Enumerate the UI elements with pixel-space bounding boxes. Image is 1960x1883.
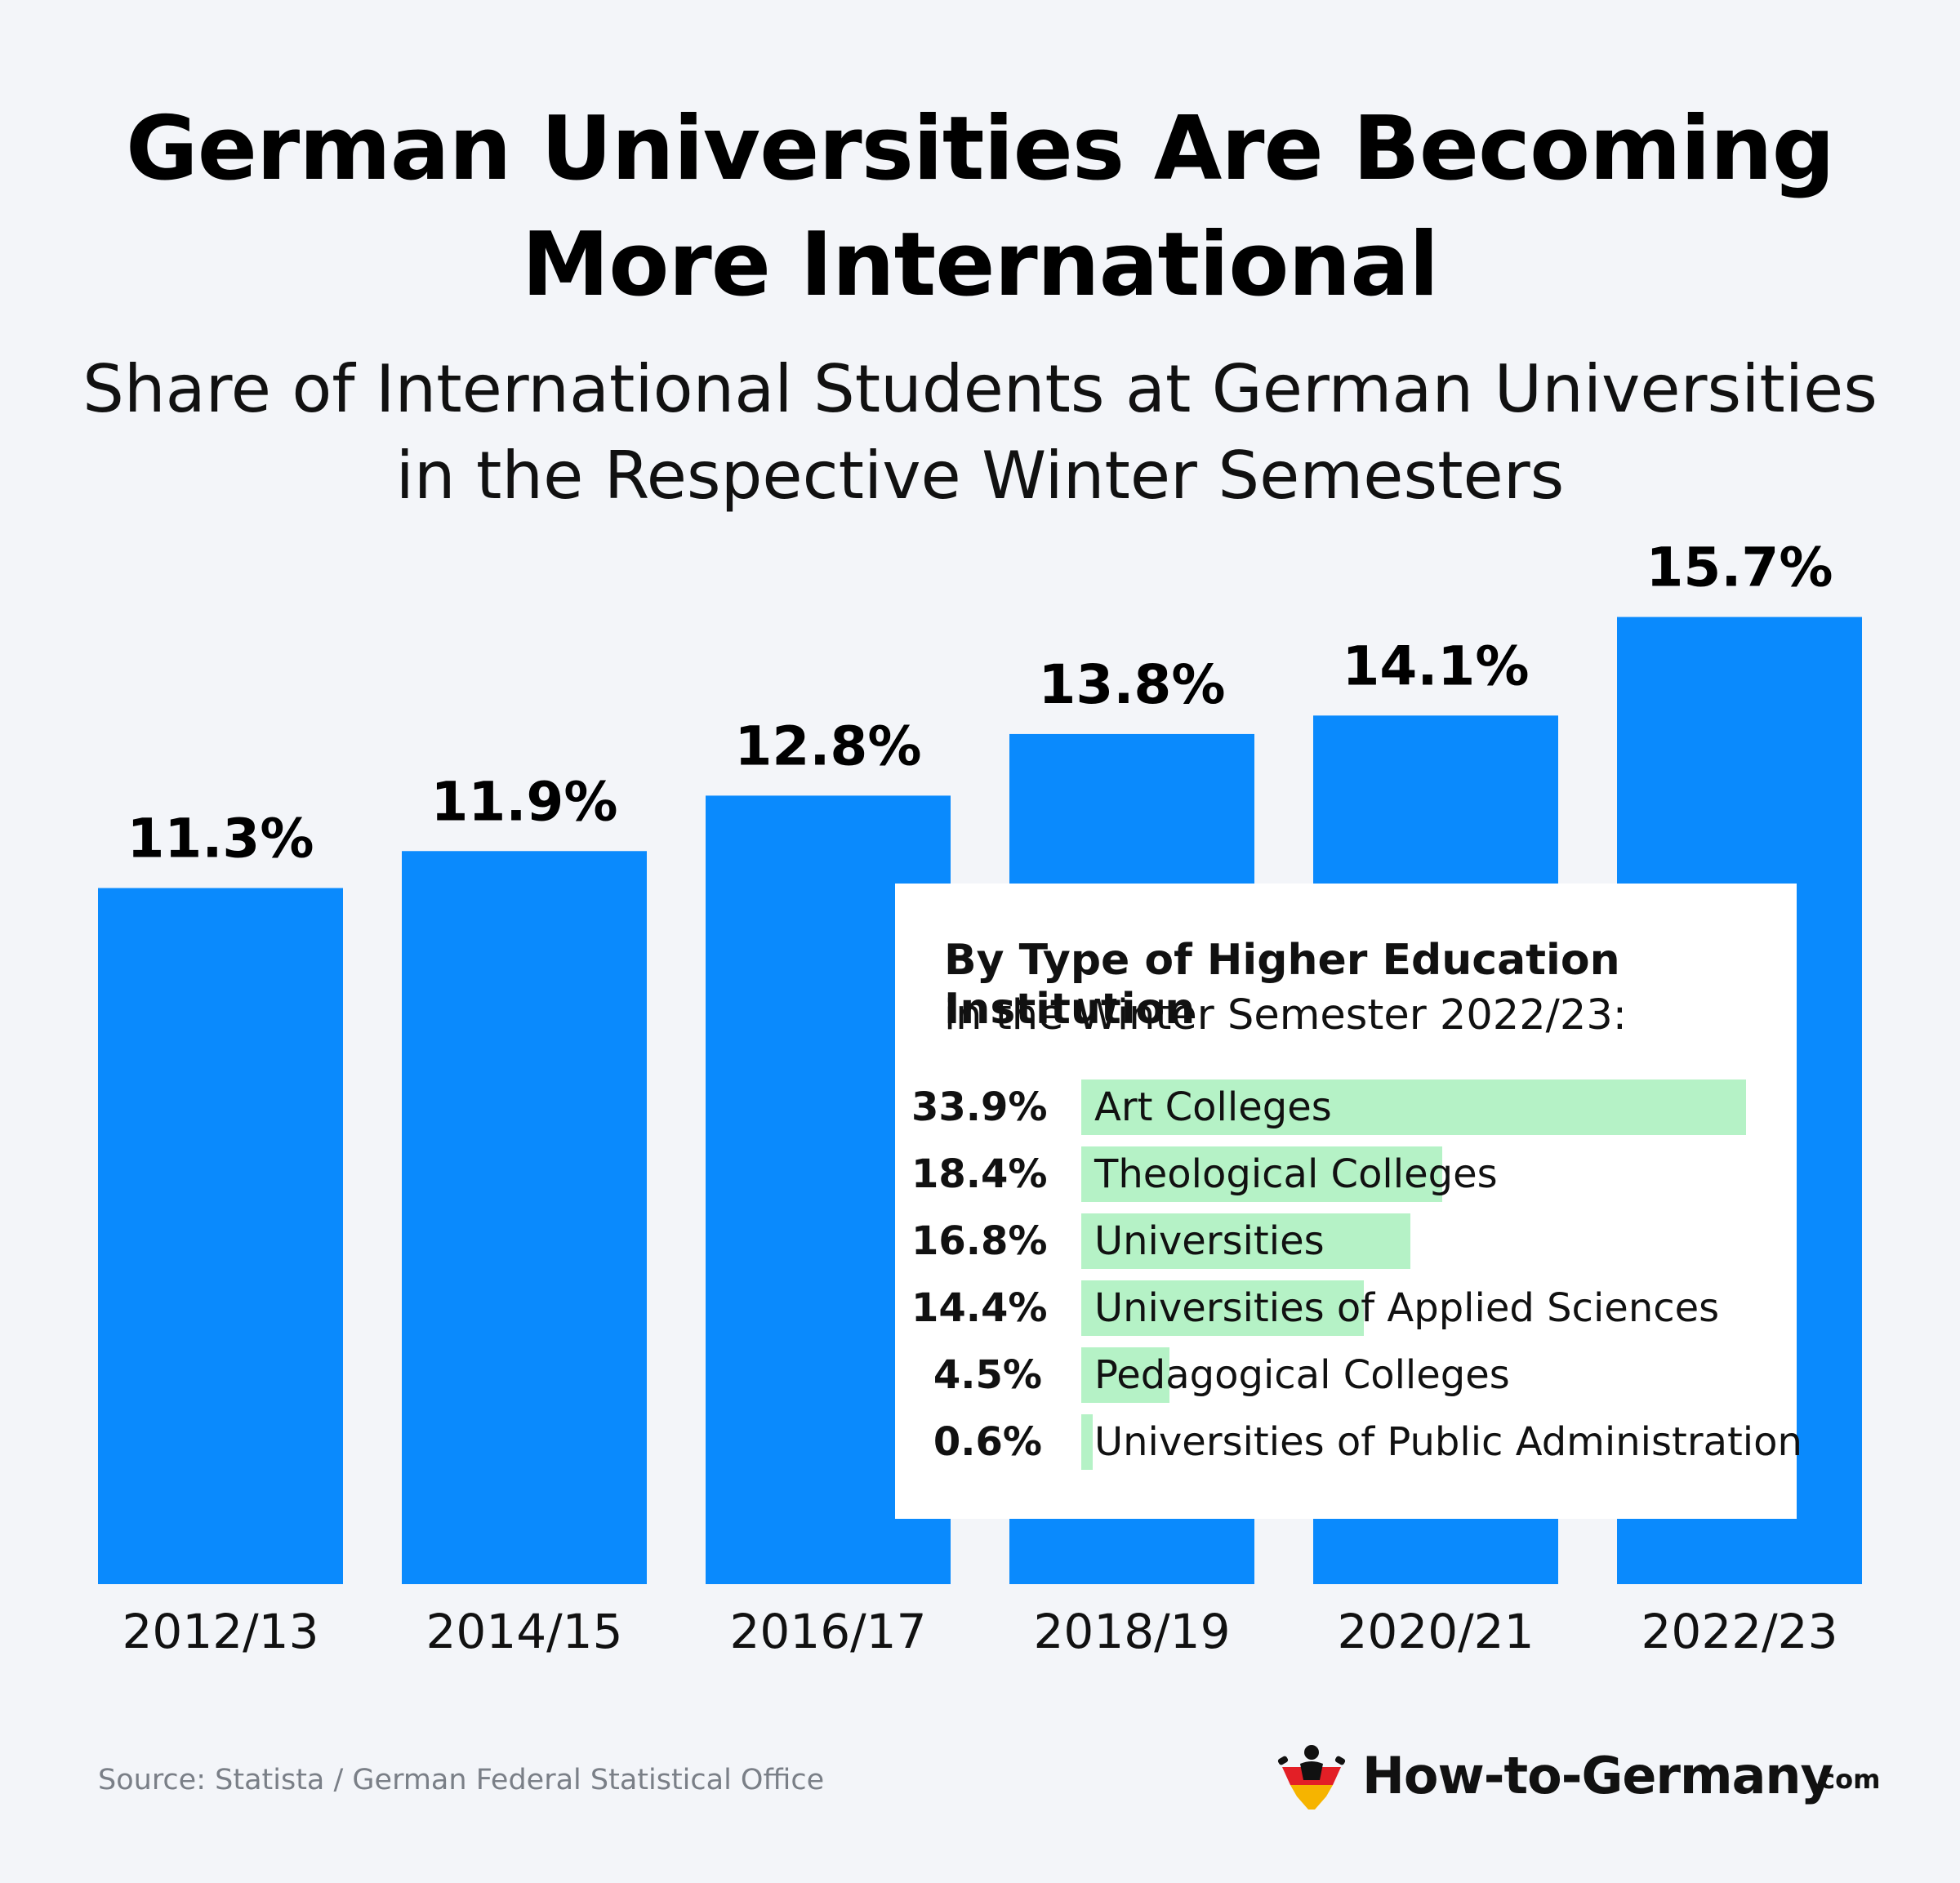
inset-category-label: Universities of Applied Sciences [1094, 1285, 1720, 1331]
inset-row: 33.9% Art Colleges [895, 1079, 1797, 1146]
inset-row: 14.4% Universities of Applied Sciences [895, 1280, 1797, 1347]
inset-value-label: 0.6% [933, 1419, 1042, 1465]
inset-value-label: 33.9% [911, 1084, 1048, 1130]
inset-category-label: Art Colleges [1094, 1084, 1332, 1130]
bar-value-label: 15.7% [1646, 536, 1833, 599]
inset-category-label: Theological Colleges [1094, 1151, 1498, 1197]
subtitle-line-2: in the Respective Winter Semesters [395, 438, 1565, 514]
title-line-1: German Universities Are Becoming [126, 98, 1835, 200]
inset-bar-list: 33.9% Art Colleges 18.4% Theological Colleg… [895, 1079, 1802, 1481]
inset-bar [1081, 1146, 1442, 1202]
inset-value-label: 14.4% [911, 1285, 1048, 1331]
inset-value-label: 4.5% [933, 1352, 1042, 1398]
inset-row: 16.8% Universities [895, 1213, 1797, 1280]
chart-subtitle: Share of International Students at Germa… [0, 346, 1960, 519]
inset-row: 4.5% Pedagogical Colleges [895, 1347, 1797, 1414]
inset-category-label: Universities [1094, 1218, 1325, 1264]
inset-value-label: 18.4% [911, 1151, 1048, 1197]
bar-2014/15 [402, 851, 647, 1584]
brand-logo[interactable]: How-to-Germany .com [1276, 1739, 1880, 1813]
bar-value-label: 13.8% [1039, 653, 1226, 716]
x-tick-label: 2014/15 [426, 1604, 623, 1659]
inset-category-label: Universities of Public Administration [1094, 1419, 1802, 1465]
inset-row: 18.4% Theological Colleges [895, 1146, 1797, 1213]
bar-value-label: 14.1% [1343, 634, 1530, 697]
inset-row: 0.6% Universities of Public Administratio… [895, 1414, 1802, 1481]
inset-bar [1081, 1347, 1169, 1403]
brand-tld: .com [1810, 1764, 1881, 1795]
bar-2012/13 [98, 888, 343, 1584]
bar-value-label: 11.9% [431, 770, 618, 833]
title-line-2: More International [521, 214, 1439, 316]
inset-panel: By Type of Higher Education Institution … [895, 884, 1802, 1519]
brand-name: How-to-Germany [1362, 1746, 1833, 1805]
inset-bar [1081, 1213, 1411, 1269]
inset-bar [1081, 1079, 1746, 1135]
x-tick-label: 2016/17 [730, 1604, 927, 1659]
x-tick-label: 2012/13 [122, 1604, 319, 1659]
chart-title: German Universities Are Becoming More In… [0, 91, 1960, 323]
subtitle-line-1: Share of International Students at Germa… [82, 351, 1878, 427]
inset-bar [1081, 1280, 1364, 1336]
x-tick-label: 2022/23 [1642, 1604, 1838, 1659]
x-tick-label: 2020/21 [1338, 1604, 1535, 1659]
source-note: Source: Statista / German Federal Statis… [98, 1764, 825, 1796]
brand-person-icon [1277, 1745, 1346, 1810]
inset-subtitle: in the Winter Semester 2022/23: [944, 991, 1627, 1039]
inset-value-label: 16.8% [911, 1218, 1048, 1264]
bar-value-label: 12.8% [735, 714, 922, 777]
inset-bar [1081, 1414, 1094, 1470]
inset-title: By Type of Higher Education Institution [944, 936, 1620, 1034]
inset-category-label: Pedagogical Colleges [1094, 1352, 1510, 1398]
x-tick-label: 2018/19 [1034, 1604, 1231, 1659]
bar-value-label: 11.3% [127, 808, 314, 870]
